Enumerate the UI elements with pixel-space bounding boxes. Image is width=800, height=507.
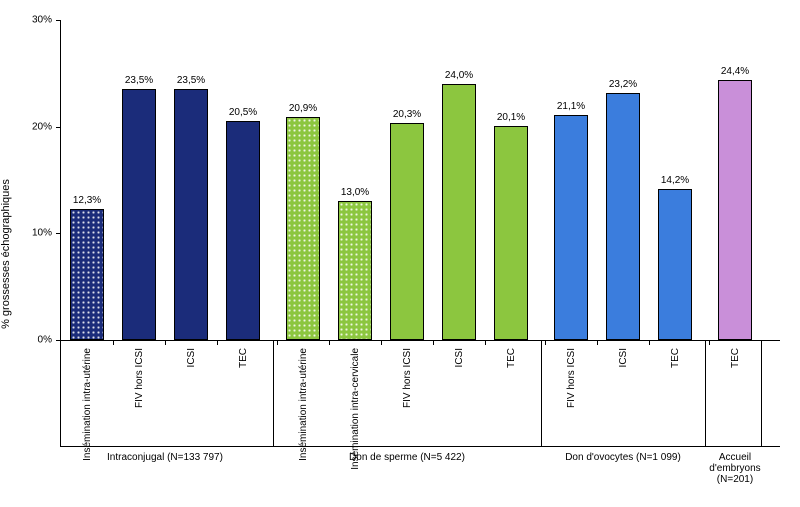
x-category-label: FIV hors ICSI — [134, 348, 145, 408]
x-tick — [433, 340, 434, 345]
bar — [718, 80, 752, 340]
x-tick — [329, 340, 330, 345]
group-label: Don de sperme (N=5 422) — [286, 452, 528, 463]
bar-value: 20,1% — [497, 112, 525, 123]
bar-value: 12,3% — [73, 195, 101, 206]
bar — [174, 89, 208, 340]
group-label: Don d'ovocytes (N=1 099) — [554, 452, 692, 463]
bar-value: 21,1% — [557, 101, 585, 112]
x-category-label: Insémination intra-utérine — [298, 348, 309, 461]
bar — [390, 123, 424, 340]
bar — [554, 115, 588, 340]
bar-value: 23,2% — [609, 79, 637, 90]
chart-container: { "y_axis": { "label": "% grossesses éch… — [0, 0, 800, 507]
bar — [338, 201, 372, 340]
x-category-label: TEC — [730, 348, 741, 368]
x-category-label: FIV hors ICSI — [566, 348, 577, 408]
x-category-label: ICSI — [186, 348, 197, 367]
y-tick: 20% — [32, 121, 52, 132]
y-tick: 10% — [32, 228, 52, 239]
group-divider — [60, 340, 61, 446]
group-baseline — [60, 446, 780, 447]
bar — [494, 126, 528, 340]
group-divider — [541, 340, 542, 446]
x-tick — [709, 340, 710, 345]
group-label: Intraconjugal (N=133 797) — [70, 452, 260, 463]
bar-value: 20,3% — [393, 109, 421, 120]
x-tick — [597, 340, 598, 345]
x-category-label: FIV hors ICSI — [402, 348, 413, 408]
group-label: Accueil d'embryons (N=201) — [705, 452, 765, 485]
bar — [606, 93, 640, 340]
y-tick: 30% — [32, 15, 52, 26]
bar — [658, 189, 692, 340]
bar — [70, 209, 104, 340]
x-tick — [545, 340, 546, 345]
group-divider — [705, 340, 706, 446]
y-tick: 0% — [38, 335, 52, 346]
bar — [122, 89, 156, 340]
x-tick — [381, 340, 382, 345]
bar-value: 24,4% — [721, 66, 749, 77]
x-category-label: TEC — [238, 348, 249, 368]
x-category-label: Insémination intra-utérine — [82, 348, 93, 461]
x-tick — [485, 340, 486, 345]
bar-value: 14,2% — [661, 175, 689, 186]
x-category-label: TEC — [506, 348, 517, 368]
bar — [226, 121, 260, 340]
bar-value: 20,5% — [229, 107, 257, 118]
bar-value: 20,9% — [289, 103, 317, 114]
bar-value: 23,5% — [177, 75, 205, 86]
y-axis-label: % grossesses échographiques — [0, 179, 12, 329]
x-category-label: ICSI — [454, 348, 465, 367]
x-tick — [113, 340, 114, 345]
y-axis — [60, 20, 61, 340]
x-tick — [649, 340, 650, 345]
bar — [286, 117, 320, 340]
bar — [442, 84, 476, 340]
x-tick — [277, 340, 278, 345]
x-axis — [60, 340, 780, 341]
bar-value: 13,0% — [341, 187, 369, 198]
group-divider — [273, 340, 274, 446]
group-divider — [761, 340, 762, 446]
bar-value: 24,0% — [445, 70, 473, 81]
x-tick — [217, 340, 218, 345]
x-category-label: TEC — [670, 348, 681, 368]
x-category-label: ICSI — [618, 348, 629, 367]
bar-value: 23,5% — [125, 75, 153, 86]
x-tick — [165, 340, 166, 345]
